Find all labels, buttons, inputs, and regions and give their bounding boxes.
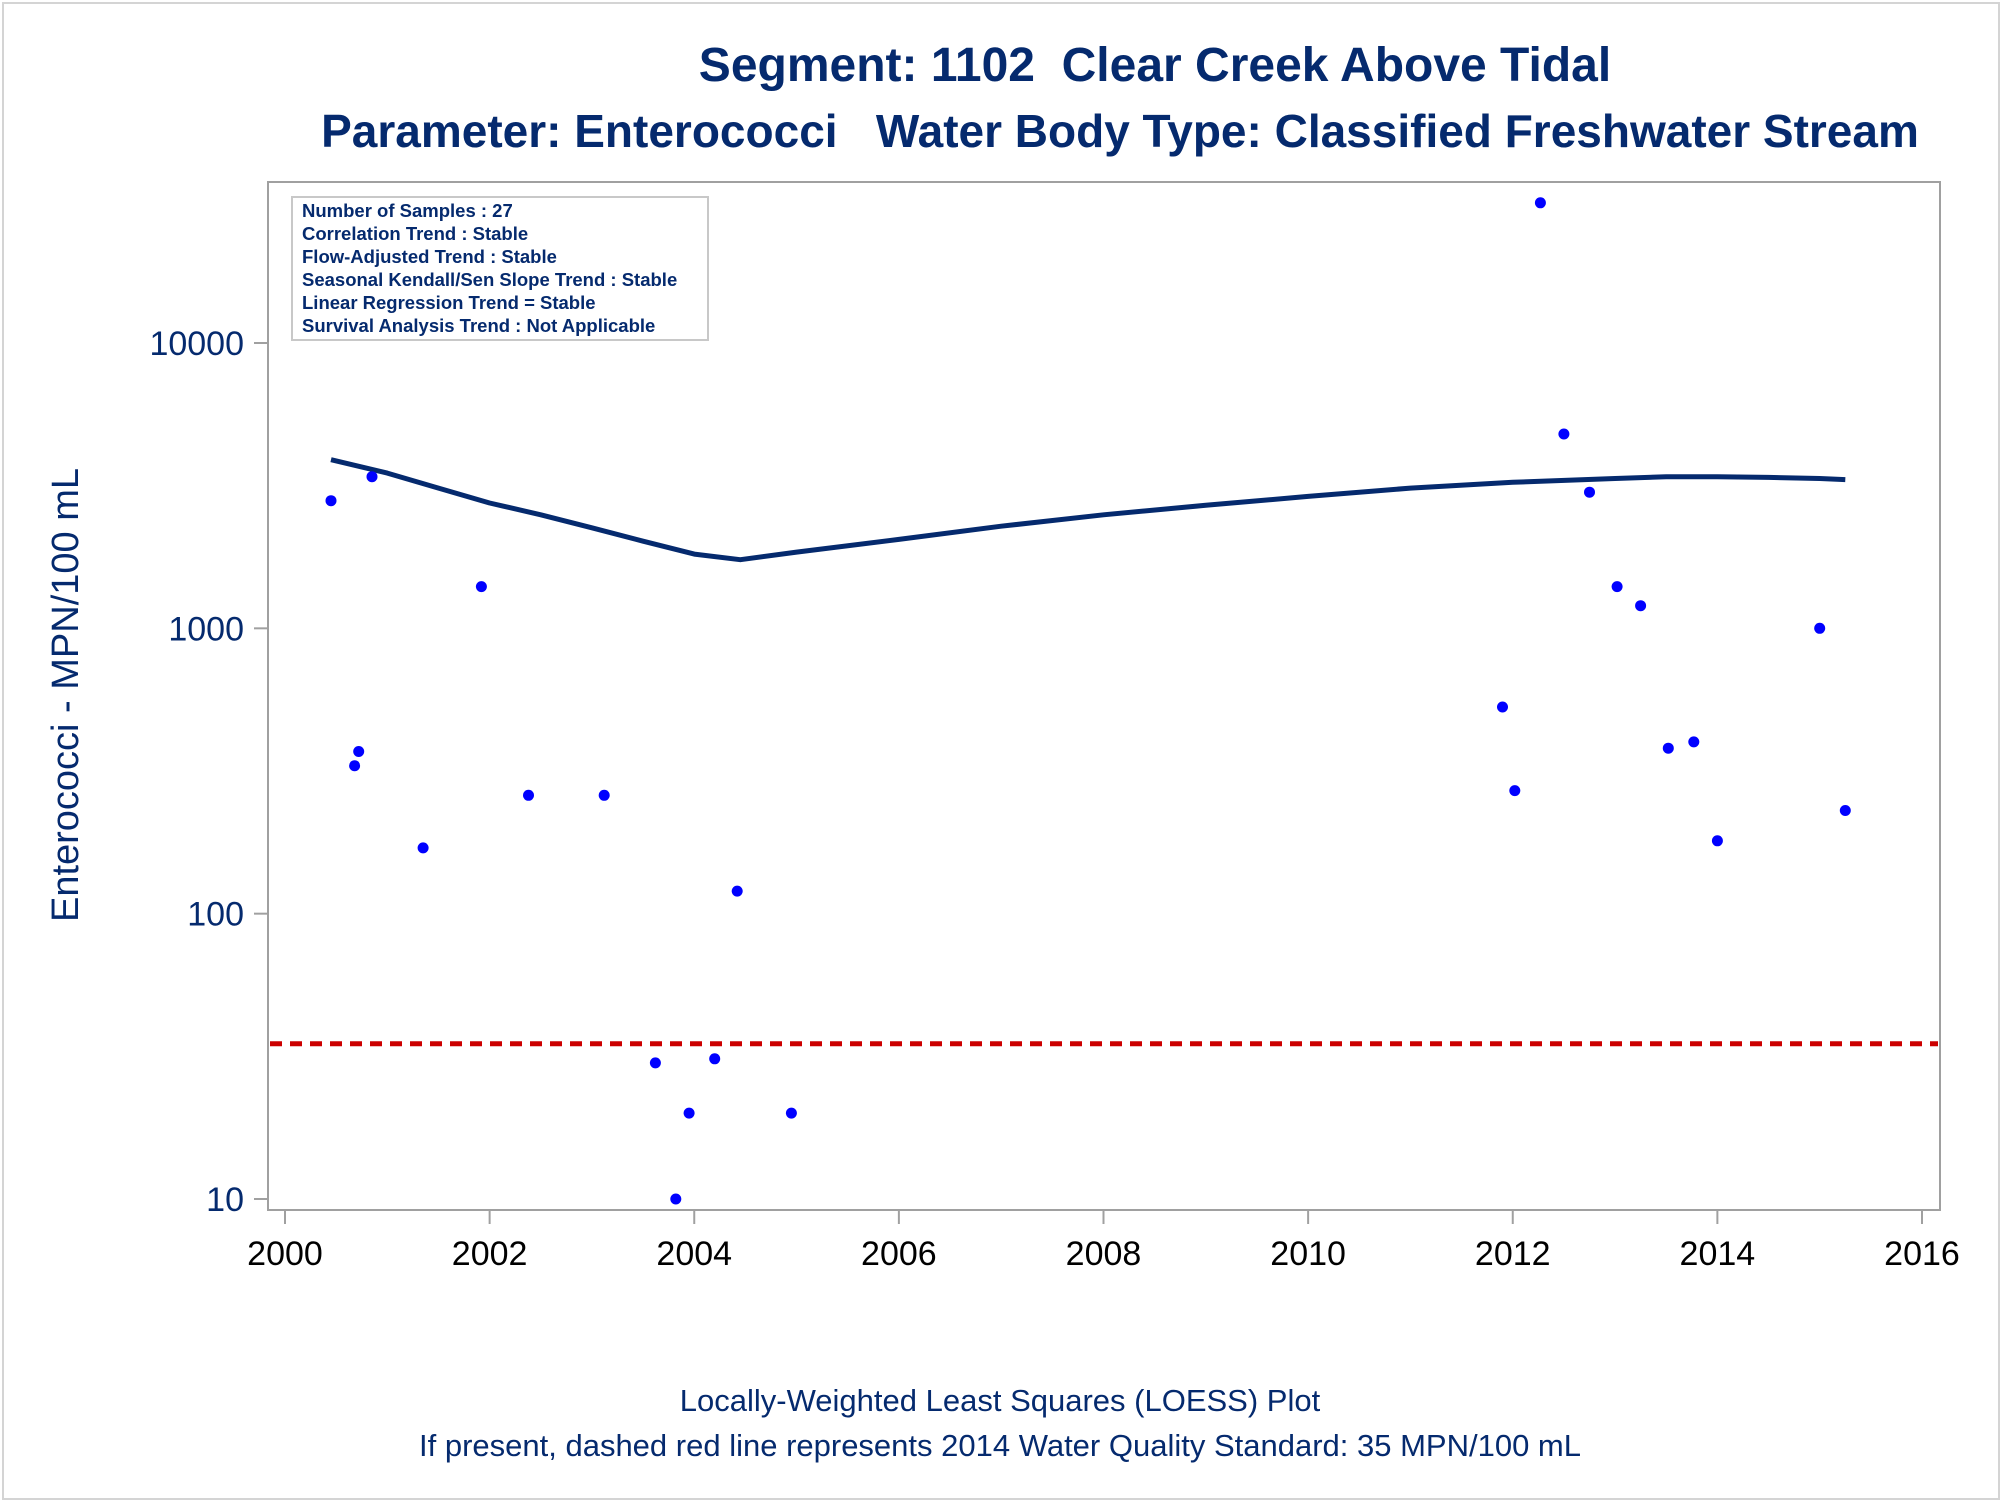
- sample-point: [670, 1193, 682, 1205]
- sample-point: [1839, 805, 1851, 816]
- x-tick-label: 2012: [1475, 1235, 1551, 1273]
- sample-point: [475, 581, 487, 593]
- sample-point: [1688, 736, 1700, 748]
- sample-point: [1509, 785, 1521, 797]
- sample-point: [785, 1107, 797, 1119]
- sample-point: [417, 842, 429, 854]
- loess-line: [330, 457, 1846, 563]
- y-axis-label: Enterococci - MPN/100 mL: [45, 468, 87, 922]
- footnote-standard: If present, dashed red line represents 2…: [419, 1428, 1581, 1463]
- y-axis: 10 100 1000 10000: [149, 325, 268, 1219]
- footnote-loess: Locally-Weighted Least Squares (LOESS) P…: [679, 1383, 1321, 1418]
- sample-point: [1711, 835, 1723, 847]
- sample-point: [366, 471, 378, 483]
- y-tick-label: 10000: [149, 325, 244, 363]
- x-tick-label: 2008: [1066, 1235, 1142, 1273]
- sample-point: [1584, 486, 1595, 498]
- y-tick-label: 1000: [168, 610, 244, 648]
- x-tick-label: 2006: [861, 1235, 937, 1273]
- sample-point: [709, 1053, 721, 1065]
- x-axis: 2000 2002 2004 2006 2008 2010 2012 2014 2016: [247, 1210, 1960, 1273]
- sample-point: [598, 789, 610, 801]
- sample-point: [523, 789, 534, 801]
- stats-line: Seasonal Kendall/Sen Slope Trend : Stabl…: [302, 269, 677, 290]
- stats-line: Survival Analysis Trend : Not Applicable: [302, 315, 655, 336]
- sample-point: [1558, 428, 1570, 440]
- x-tick-label: 2016: [1884, 1235, 1960, 1273]
- x-tick-label: 2004: [656, 1235, 732, 1273]
- chart-subtitle: Parameter: Enterococci Water Body Type: …: [321, 105, 1919, 157]
- sample-point: [1497, 701, 1508, 713]
- y-tick-label: 100: [187, 896, 244, 934]
- stats-box-border: [291, 196, 709, 341]
- x-tick-label: 2010: [1270, 1235, 1346, 1273]
- stats-line: Number of Samples : 27: [302, 200, 513, 221]
- stats-line: Flow-Adjusted Trend : Stable: [302, 246, 557, 267]
- sample-point: [683, 1107, 695, 1119]
- y-tick-label: 10: [206, 1181, 244, 1219]
- x-tick-label: 2002: [452, 1235, 528, 1273]
- sample-point: [1534, 197, 1546, 209]
- sample-point: [325, 495, 337, 507]
- x-tick-label: 2014: [1680, 1235, 1756, 1273]
- sample-point: [731, 885, 743, 897]
- sample-point: [349, 760, 361, 772]
- sample-point: [649, 1057, 661, 1069]
- sample-point: [353, 746, 365, 757]
- sample-point: [1662, 742, 1674, 754]
- stats-line: Correlation Trend : Stable: [302, 223, 528, 244]
- stats-line: Linear Regression Trend = Stable: [302, 292, 596, 313]
- chart-title: Segment: 1102 Clear Creek Above Tidal: [698, 39, 1612, 92]
- sample-point: [1814, 622, 1826, 634]
- sample-point: [1611, 581, 1623, 593]
- sample-points: [325, 197, 1851, 1205]
- x-tick-label: 2000: [247, 1235, 323, 1273]
- sample-point: [1635, 600, 1647, 612]
